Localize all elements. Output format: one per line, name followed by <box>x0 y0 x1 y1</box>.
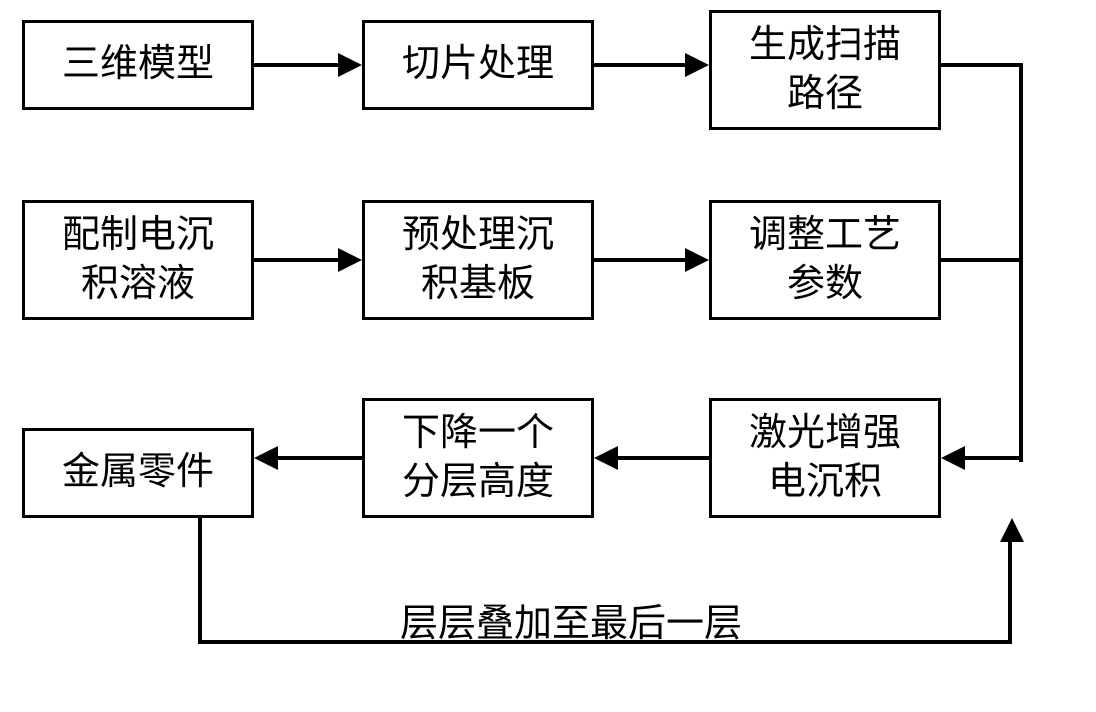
node-label: 预处理沉 积基板 <box>402 211 554 310</box>
node-generate-scan-path: 生成扫描 路径 <box>709 10 941 130</box>
node-label: 生成扫描 路径 <box>749 21 901 120</box>
edge-junction-n9 <box>965 456 1023 460</box>
node-laser-electrodeposition: 激光增强 电沉积 <box>709 398 941 518</box>
node-label: 配制电沉 积溶液 <box>62 211 214 310</box>
loop-up <box>1008 542 1012 644</box>
node-3d-model: 三维模型 <box>22 20 254 110</box>
edge-n5-n6 <box>594 258 685 262</box>
arrowhead-icon <box>594 446 618 470</box>
edge-n8-n7 <box>278 456 362 460</box>
arrowhead-icon <box>685 53 709 77</box>
node-pretreat-substrate: 预处理沉 积基板 <box>362 200 594 320</box>
edge-n9-n8 <box>618 456 709 460</box>
arrowhead-icon <box>1000 518 1024 542</box>
node-label: 金属零件 <box>62 448 214 497</box>
node-metal-part: 金属零件 <box>22 428 254 518</box>
edge-junction-vertical <box>1019 63 1023 462</box>
arrowhead-icon <box>338 53 362 77</box>
arrowhead-icon <box>941 446 965 470</box>
loop-down <box>198 518 202 644</box>
arrowhead-icon <box>685 248 709 272</box>
node-label: 切片处理 <box>402 40 554 89</box>
loop-label: 层层叠加至最后一层 <box>400 592 742 647</box>
edge-n1-n2 <box>254 63 338 67</box>
edge-n3-junction <box>941 63 1023 67</box>
node-label: 下降一个 分层高度 <box>402 409 554 508</box>
edge-n2-n3 <box>594 63 685 67</box>
node-label: 激光增强 电沉积 <box>749 409 901 508</box>
node-label: 三维模型 <box>62 40 214 89</box>
node-label: 调整工艺 参数 <box>749 211 901 310</box>
node-slice-processing: 切片处理 <box>362 20 594 110</box>
arrowhead-icon <box>254 446 278 470</box>
arrowhead-icon <box>338 248 362 272</box>
node-lower-layer: 下降一个 分层高度 <box>362 398 594 518</box>
node-prepare-solution: 配制电沉 积溶液 <box>22 200 254 320</box>
node-adjust-parameters: 调整工艺 参数 <box>709 200 941 320</box>
edge-n4-n5 <box>254 258 338 262</box>
edge-n6-junction <box>941 258 1023 262</box>
